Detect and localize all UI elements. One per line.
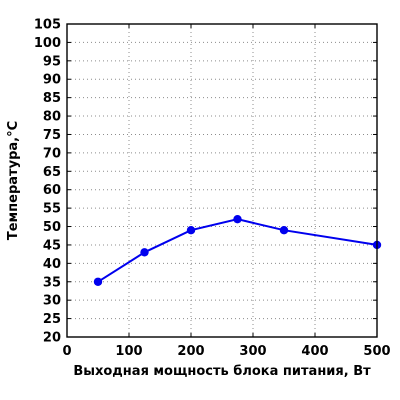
data-point: [233, 214, 242, 224]
x-tick-label: 200: [177, 344, 204, 359]
series-line: [97, 218, 378, 283]
x-tick-label: 300: [239, 344, 266, 359]
y-tick-label: 90: [43, 73, 61, 88]
y-tick-label: 85: [43, 91, 61, 106]
grid: [67, 24, 377, 337]
y-tick-label: 25: [43, 312, 61, 327]
y-tick-label: 75: [43, 128, 61, 143]
y-tick-label: 80: [43, 110, 61, 125]
y-tick-label: 70: [43, 146, 61, 161]
y-tick-label: 95: [43, 54, 61, 69]
data-point: [140, 248, 149, 257]
y-tick-label: 30: [43, 294, 61, 309]
x-tick-label: 100: [115, 344, 142, 359]
plot-frame: [66, 23, 378, 338]
data-series: [93, 214, 382, 286]
data-point: [279, 226, 289, 235]
y-tick-label: 45: [43, 238, 61, 253]
x-tick-label: 0: [62, 344, 71, 359]
x-tick-label: 400: [301, 344, 328, 359]
y-tick-label: 50: [43, 220, 61, 235]
y-tick-label: 105: [34, 18, 61, 33]
data-point: [186, 226, 196, 235]
y-tick-label: 60: [43, 183, 61, 198]
y-tick-label: 35: [43, 275, 61, 290]
axis-ticks: [66, 23, 378, 338]
x-tick-label: 500: [363, 344, 390, 359]
y-axis-title: Температура,°С: [6, 121, 21, 240]
y-tick-label: 20: [43, 331, 61, 346]
y-tick-label: 55: [43, 202, 61, 217]
y-tick-label: 65: [43, 165, 61, 180]
y-tick-label: 40: [43, 257, 61, 272]
tick-labels: 20 25 30 35 40 45 50 55 60 65 70 75 80 85 90 95 100 105 0 1…: [34, 18, 391, 360]
data-point: [93, 277, 103, 286]
x-axis-title: Выходная мощность блока питания, Вт: [73, 364, 371, 379]
y-tick-label: 100: [34, 36, 61, 51]
